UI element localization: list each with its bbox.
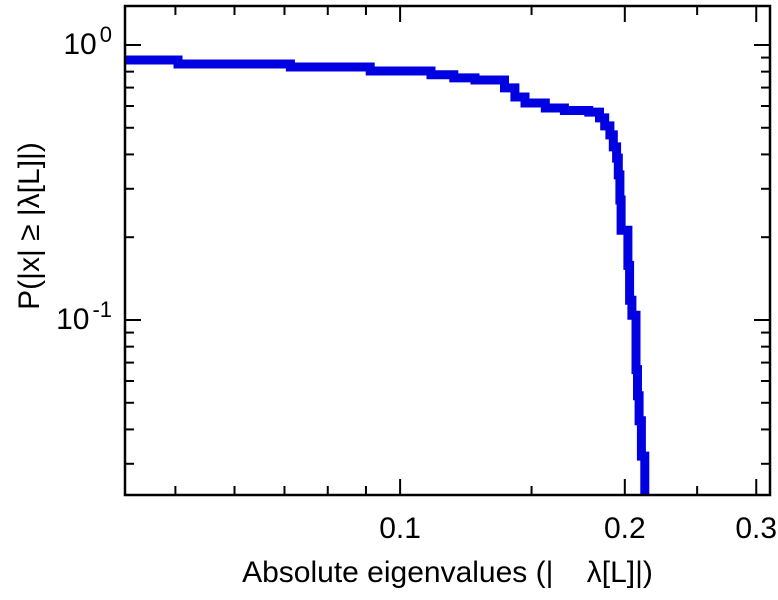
ccdf-step-line	[125, 55, 650, 495]
x-tick-label-0.1: 0.1	[379, 512, 421, 545]
y-tick-exponent: -1	[92, 296, 112, 322]
y-axis-label: P(|x| ≥ |λ[L]|)	[13, 142, 46, 310]
x-axis-label: Absolute eigenvalues (| λ[L]|)	[242, 556, 653, 589]
y-tick-exponent: 0	[99, 21, 112, 47]
y-tick-base: 10	[56, 302, 90, 336]
plot-frame	[123, 4, 772, 497]
y-tick-base: 10	[63, 27, 97, 61]
y-tick-label-1e0: 10 0	[63, 22, 112, 62]
axis-ticks	[125, 6, 770, 495]
x-tick-label-0.2: 0.2	[603, 512, 646, 545]
y-tick-label-1e-1: 10 -1	[56, 297, 112, 337]
x-tick-label-0.3: 0.3	[735, 512, 778, 545]
